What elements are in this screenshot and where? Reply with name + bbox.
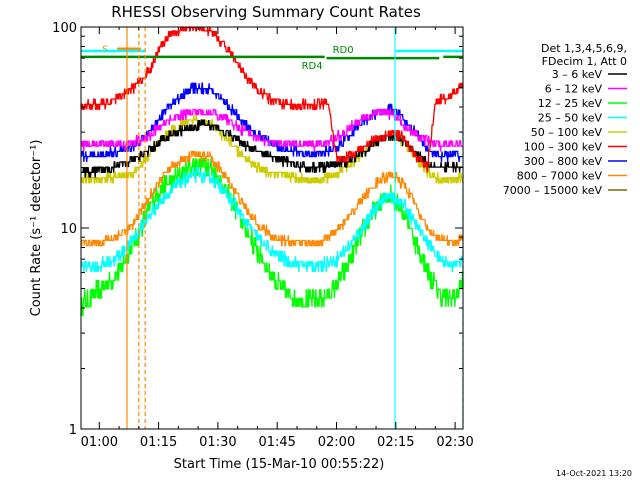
x-tick-label: 01:00	[81, 435, 118, 450]
legend-entry-label: 7000 – 15000 keV	[503, 184, 603, 197]
x-tick-label: 02:15	[377, 435, 414, 450]
interval-label-rd0: RD0	[333, 45, 354, 56]
legend-entry-label: 800 – 7000 keV	[517, 170, 603, 183]
x-axis-label: Start Time (15-Mar-10 00:55:22)	[174, 457, 385, 472]
legend-header-line: Det 1,3,4,5,6,9,	[541, 42, 627, 55]
x-tick-label: 01:30	[199, 435, 236, 450]
x-tick-label: 02:00	[318, 435, 355, 450]
y-axis-label: Count Rate (s⁻¹ detector⁻¹)	[29, 140, 44, 317]
generated-timestamp: 14-Oct-2021 13:20	[556, 469, 632, 478]
legend-entry-label: 100 – 300 keV	[524, 141, 603, 154]
axis-layer: 01:00 01:15 01:30 01:45 02:00 02:15 02:30 1 10 10…	[52, 21, 474, 450]
x-tick-label: 02:30	[436, 435, 473, 450]
y-tick-label: 100	[52, 21, 77, 36]
y-tick-label: 1	[69, 423, 77, 438]
series-line-6-12-kev-kev	[80, 108, 463, 152]
legend-entry-label: 6 – 12 keV	[545, 83, 603, 96]
legend: Det 1,3,4,5,6,9,FDecim 1, Att 03 – 6 keV…	[503, 42, 627, 197]
legend-entry-label: 12 – 25 keV	[538, 97, 603, 110]
marker-layer: SRD0RD4	[81, 27, 464, 429]
legend-header-line: FDecim 1, Att 0	[542, 55, 627, 68]
interval-label-rd4: RD4	[302, 61, 323, 72]
legend-entry-label: 50 – 100 keV	[531, 126, 603, 139]
legend-entry-label: 25 – 50 keV	[538, 112, 603, 125]
y-tick-label: 10	[60, 222, 77, 237]
legend-entry-label: 300 – 800 keV	[524, 155, 603, 168]
x-tick-label: 01:45	[258, 435, 295, 450]
chart-title: RHESSI Observing Summary Count Rates	[111, 3, 421, 21]
legend-entry-label: 3 – 6 keV	[552, 68, 603, 81]
x-tick-label: 01:15	[140, 435, 177, 450]
